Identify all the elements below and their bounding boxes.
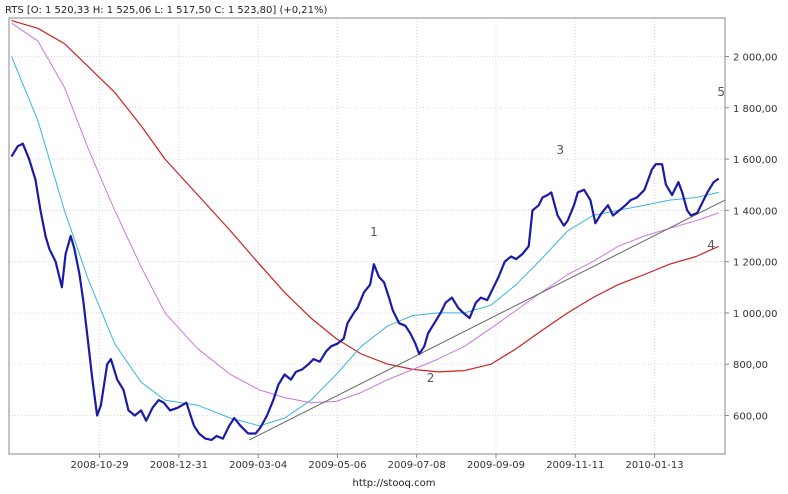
annotations: 1 2 3 4 5 xyxy=(370,85,725,385)
y-tick-label: 2 000,00 xyxy=(733,52,778,63)
plot-frame xyxy=(8,17,726,455)
series-trendline-line xyxy=(249,199,726,441)
series-ma-fast-line xyxy=(11,56,719,427)
y-tick-label: 1 000,00 xyxy=(733,309,778,320)
series-layer xyxy=(10,20,726,441)
series-price-line xyxy=(10,142,720,441)
wave-label: 2 xyxy=(427,371,435,385)
x-tick-label: 2008-12-31 xyxy=(150,460,208,471)
wave-label: 5 xyxy=(717,85,725,99)
y-tick-label: 600,00 xyxy=(733,412,768,423)
x-tick-label: 2010-01-13 xyxy=(625,460,683,471)
y-axis: 600,00 800,00 1 000,00 1 200,00 1 400,00 1 60… xyxy=(725,52,778,423)
x-tick-label: 2009-05-06 xyxy=(308,460,366,471)
y-tick-label: 1 400,00 xyxy=(733,206,778,217)
grid xyxy=(9,18,725,454)
wave-label: 1 xyxy=(370,225,378,239)
y-tick-label: 1 200,00 xyxy=(733,258,778,269)
series-ma-slow-line xyxy=(11,20,719,373)
y-tick-label: 800,00 xyxy=(733,360,768,371)
y-tick-label: 1 600,00 xyxy=(733,155,778,166)
source-link[interactable]: http://stooq.com xyxy=(353,478,436,489)
chart-header: RTS [O: 1 520,33 H: 1 525,06 L: 1 517,50… xyxy=(5,5,328,16)
x-tick-label: 2008-10-29 xyxy=(71,460,129,471)
y-tick-label: 1 800,00 xyxy=(733,104,778,115)
wave-label: 4 xyxy=(707,238,715,252)
x-axis: 2008-10-29 2008-12-31 2009-03-04 2009-05-06… xyxy=(71,454,684,471)
x-tick-label: 2009-03-04 xyxy=(229,460,287,471)
x-tick-label: 2009-11-11 xyxy=(546,460,604,471)
x-tick-label: 2009-09-09 xyxy=(467,460,525,471)
wave-label: 3 xyxy=(556,143,564,157)
x-tick-label: 2009-07-08 xyxy=(388,460,446,471)
series-ma-mid-line xyxy=(11,22,719,404)
